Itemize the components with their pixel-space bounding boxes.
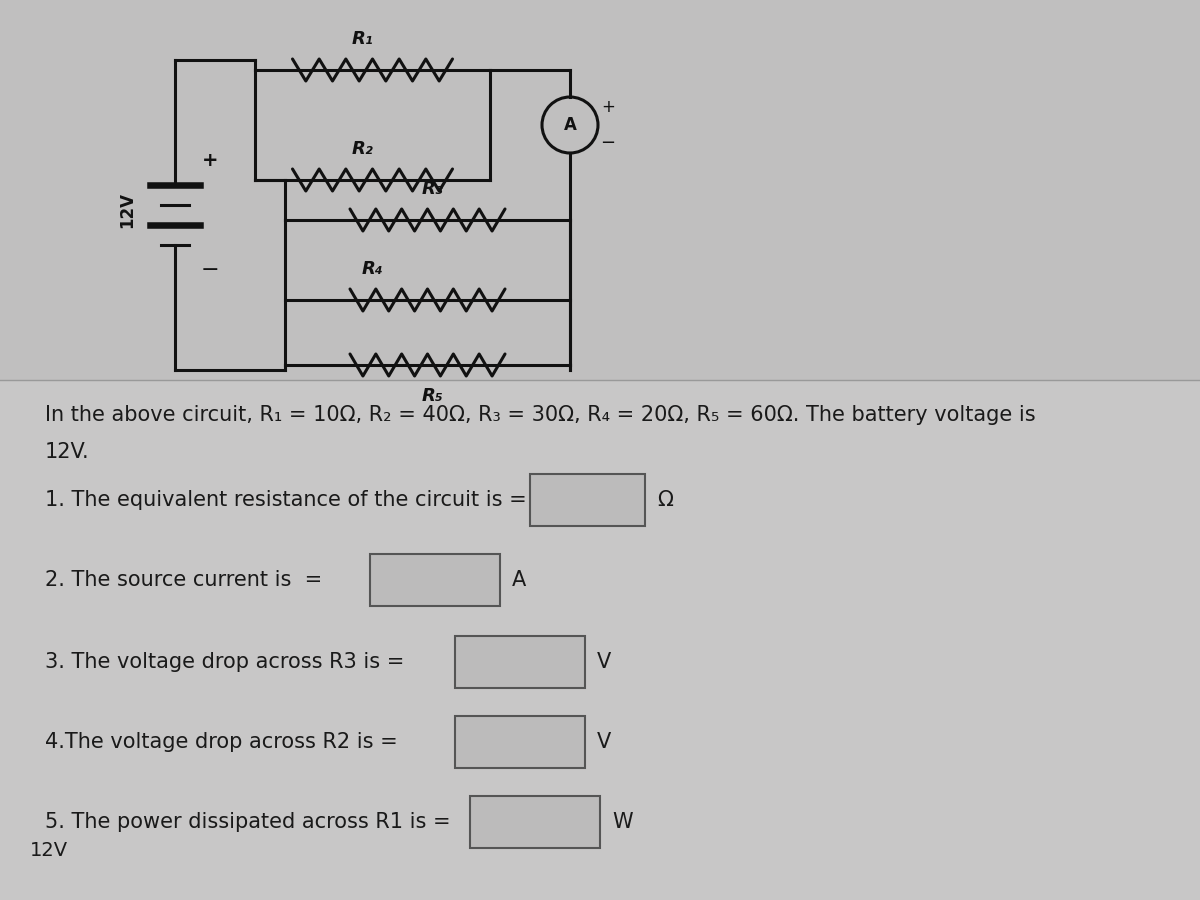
Text: V: V [598, 732, 611, 752]
Text: In the above circuit, R₁ = 10Ω, R₂ = 40Ω, R₃ = 30Ω, R₄ = 20Ω, R₅ = 60Ω. The batt: In the above circuit, R₁ = 10Ω, R₂ = 40Ω… [46, 405, 1036, 425]
Text: 12V.: 12V. [46, 442, 90, 462]
Text: 12V: 12V [118, 192, 136, 228]
Text: Ω: Ω [658, 490, 673, 510]
Text: −: − [200, 260, 220, 280]
Bar [455, 636, 586, 688]
Text: R₂: R₂ [352, 140, 373, 158]
Bar [470, 796, 600, 848]
Bar [0, 380, 1200, 900]
Text: 3. The voltage drop across R3 is =: 3. The voltage drop across R3 is = [46, 652, 404, 672]
Text: 4.The voltage drop across R2 is =: 4.The voltage drop across R2 is = [46, 732, 397, 752]
Text: 2. The source current is  =: 2. The source current is = [46, 570, 323, 590]
Text: +: + [601, 98, 614, 116]
Text: R₄: R₄ [361, 260, 383, 278]
Text: A: A [512, 570, 527, 590]
Text: W: W [612, 812, 632, 832]
Bar [455, 716, 586, 768]
Bar [530, 474, 646, 526]
Text: V: V [598, 652, 611, 672]
Text: A: A [564, 116, 576, 134]
Text: −: − [600, 134, 616, 152]
Text: +: + [202, 150, 218, 169]
Text: 1. The equivalent resistance of the circuit is =: 1. The equivalent resistance of the circ… [46, 490, 527, 510]
Text: 12V: 12V [30, 841, 68, 860]
Text: R₁: R₁ [352, 30, 373, 48]
Text: R₃: R₃ [421, 180, 443, 198]
Bar [370, 554, 500, 606]
Text: R₅: R₅ [421, 387, 443, 405]
Text: 5. The power dissipated across R1 is =: 5. The power dissipated across R1 is = [46, 812, 451, 832]
